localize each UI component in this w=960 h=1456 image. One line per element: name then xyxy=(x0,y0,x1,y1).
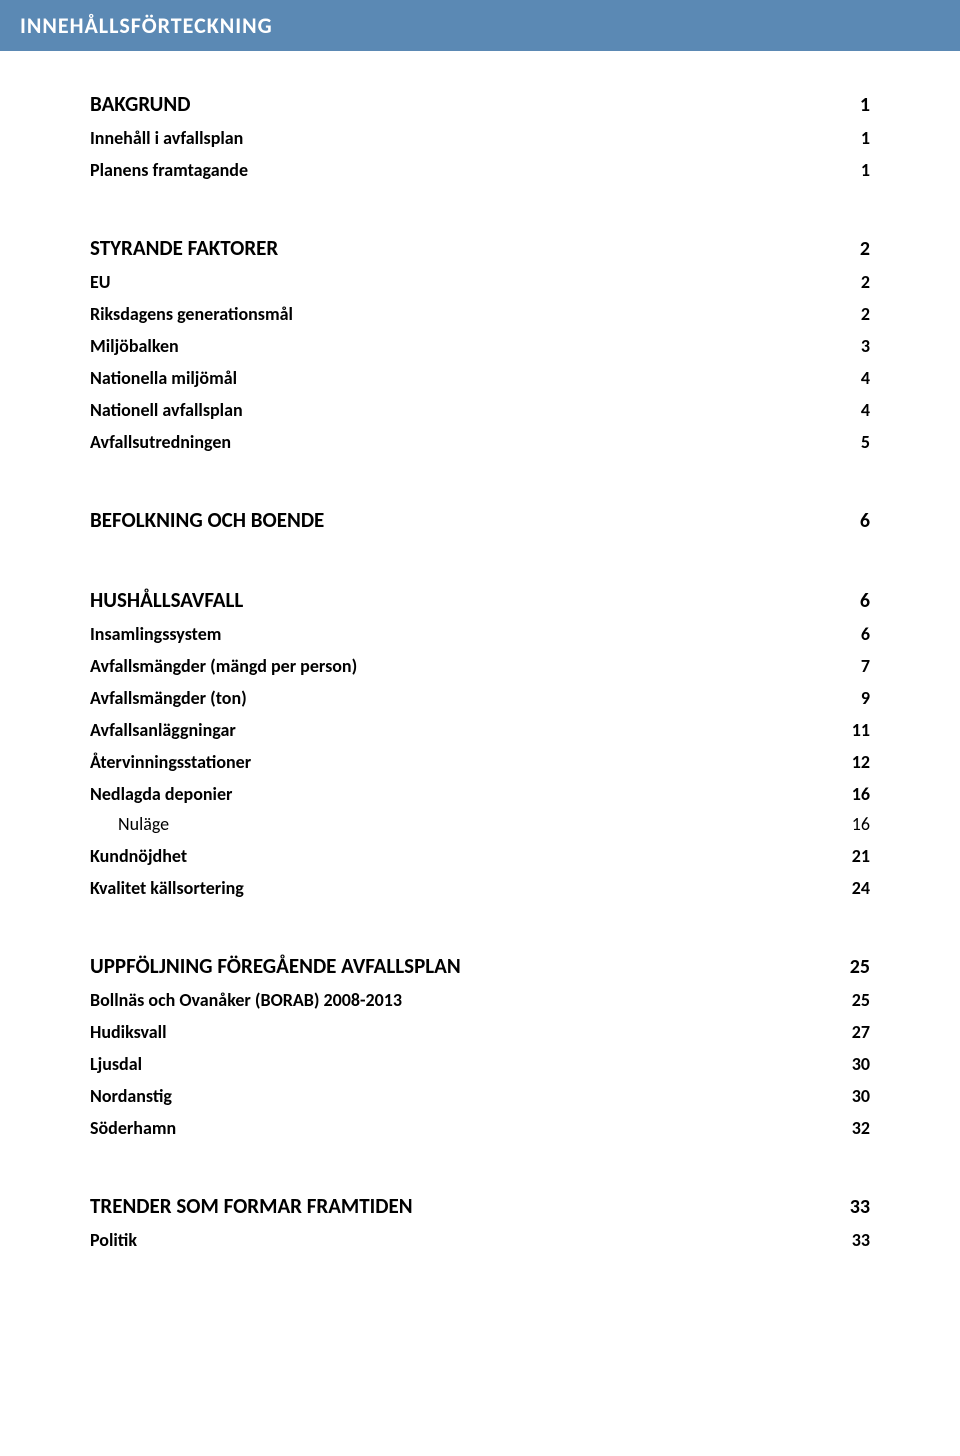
toc-entry: Nuläge 16 xyxy=(90,813,870,835)
toc-page-number: 32 xyxy=(830,1117,870,1139)
toc-entry: Nordanstig 30 xyxy=(90,1085,870,1107)
toc-label: HUSHÅLLSAVFALL xyxy=(90,587,243,613)
toc-label: Söderhamn xyxy=(90,1117,176,1139)
toc-label: EU xyxy=(90,271,111,293)
toc-entry: Avfallsutredningen 5 xyxy=(90,431,870,453)
toc-entry: Återvinningsstationer 12 xyxy=(90,751,870,773)
toc-page-number: 2 xyxy=(830,271,870,293)
toc-entry: Innehåll i avfallsplan 1 xyxy=(90,127,870,149)
toc-entry: Ljusdal 30 xyxy=(90,1053,870,1075)
toc-entry: Avfallsmängder (ton) 9 xyxy=(90,687,870,709)
toc-label: Återvinningsstationer xyxy=(90,751,251,773)
toc-label: Nationell avfallsplan xyxy=(90,399,243,421)
toc-label: Ljusdal xyxy=(90,1053,142,1075)
toc-entry: HUSHÅLLSAVFALL 6 xyxy=(90,587,870,613)
toc-entry: Planens framtagande 1 xyxy=(90,159,870,181)
toc-label: UPPFÖLJNING FÖREGÅENDE AVFALLSPLAN xyxy=(90,953,461,979)
toc-label: Planens framtagande xyxy=(90,159,248,181)
toc-entry: Avfallsmängder (mängd per person) 7 xyxy=(90,655,870,677)
toc-entry: BEFOLKNING OCH BOENDE 6 xyxy=(90,507,870,533)
toc-label: Miljöbalken xyxy=(90,335,179,357)
toc-entry: Nationella miljömål 4 xyxy=(90,367,870,389)
toc-entry: Hudiksvall 27 xyxy=(90,1021,870,1043)
toc-entry: UPPFÖLJNING FÖREGÅENDE AVFALLSPLAN 25 xyxy=(90,953,870,979)
toc-page-number: 27 xyxy=(830,1021,870,1043)
toc-page-number: 16 xyxy=(830,783,870,805)
toc-entry: Nationell avfallsplan 4 xyxy=(90,399,870,421)
toc-label: Kundnöjdhet xyxy=(90,845,187,867)
toc-label: Kvalitet källsortering xyxy=(90,877,244,899)
toc-entry: STYRANDE FAKTORER 2 xyxy=(90,235,870,261)
toc-entry: Kundnöjdhet 21 xyxy=(90,845,870,867)
toc-label: Hudiksvall xyxy=(90,1021,167,1043)
toc-page-number: 9 xyxy=(830,687,870,709)
toc-entry: Politik 33 xyxy=(90,1229,870,1251)
toc-page-number: 2 xyxy=(830,303,870,325)
toc-label: TRENDER SOM FORMAR FRAMTIDEN xyxy=(90,1193,413,1219)
toc-entry: Kvalitet källsortering 24 xyxy=(90,877,870,899)
toc-page-number: 1 xyxy=(830,93,870,117)
toc-page-number: 12 xyxy=(830,751,870,773)
toc-label: Nedlagda deponier xyxy=(90,783,232,805)
toc-page-number: 11 xyxy=(830,719,870,741)
toc-entry: Nedlagda deponier 16 xyxy=(90,783,870,805)
toc-page-number: 5 xyxy=(830,431,870,453)
toc-page-number: 25 xyxy=(830,955,870,979)
toc-page-number: 3 xyxy=(830,335,870,357)
page-title: INNEHÅLLSFÖRTECKNING xyxy=(0,0,960,51)
toc-entry: Söderhamn 32 xyxy=(90,1117,870,1139)
toc-entry: BAKGRUND 1 xyxy=(90,91,870,117)
toc-entry: Bollnäs och Ovanåker (BORAB) 2008-2013 2… xyxy=(90,989,870,1011)
toc-page-number: 1 xyxy=(830,159,870,181)
toc-page-number: 4 xyxy=(830,367,870,389)
toc-label: BEFOLKNING OCH BOENDE xyxy=(90,507,324,533)
toc-page-number: 30 xyxy=(830,1053,870,1075)
toc-page: INNEHÅLLSFÖRTECKNING BAKGRUND 1 Innehåll… xyxy=(0,0,960,1297)
toc-page-number: 16 xyxy=(830,813,870,835)
toc-page-number: 7 xyxy=(830,655,870,677)
toc-label: Bollnäs och Ovanåker (BORAB) 2008-2013 xyxy=(90,989,402,1011)
toc-entry: EU 2 xyxy=(90,271,870,293)
toc-label: Avfallsutredningen xyxy=(90,431,231,453)
toc-label: Nordanstig xyxy=(90,1085,172,1107)
toc-page-number: 24 xyxy=(830,877,870,899)
toc-label: Avfallsanläggningar xyxy=(90,719,236,741)
toc-label: Insamlingssystem xyxy=(90,623,221,645)
toc-label: BAKGRUND xyxy=(90,91,190,117)
toc-label: Avfallsmängder (ton) xyxy=(90,687,247,709)
toc-entry: Insamlingssystem 6 xyxy=(90,623,870,645)
toc-page-number: 33 xyxy=(830,1195,870,1219)
toc-label: Nuläge xyxy=(118,813,169,835)
toc-label: STYRANDE FAKTORER xyxy=(90,235,278,261)
toc-page-number: 25 xyxy=(830,989,870,1011)
toc-label: Nationella miljömål xyxy=(90,367,237,389)
toc-page-number: 21 xyxy=(830,845,870,867)
toc-page-number: 1 xyxy=(830,127,870,149)
toc-page-number: 4 xyxy=(830,399,870,421)
toc-page-number: 6 xyxy=(830,623,870,645)
toc-label: Avfallsmängder (mängd per person) xyxy=(90,655,357,677)
toc-entry: Avfallsanläggningar 11 xyxy=(90,719,870,741)
toc-label: Riksdagens generationsmål xyxy=(90,303,293,325)
toc-page-number: 6 xyxy=(830,589,870,613)
toc-page-number: 6 xyxy=(830,509,870,533)
toc-entry: TRENDER SOM FORMAR FRAMTIDEN 33 xyxy=(90,1193,870,1219)
toc-entry: Riksdagens generationsmål 2 xyxy=(90,303,870,325)
toc-label: Innehåll i avfallsplan xyxy=(90,127,243,149)
toc-page-number: 30 xyxy=(830,1085,870,1107)
toc-entry: Miljöbalken 3 xyxy=(90,335,870,357)
toc-page-number: 2 xyxy=(830,237,870,261)
toc-label: Politik xyxy=(90,1229,137,1251)
toc-page-number: 33 xyxy=(830,1229,870,1251)
